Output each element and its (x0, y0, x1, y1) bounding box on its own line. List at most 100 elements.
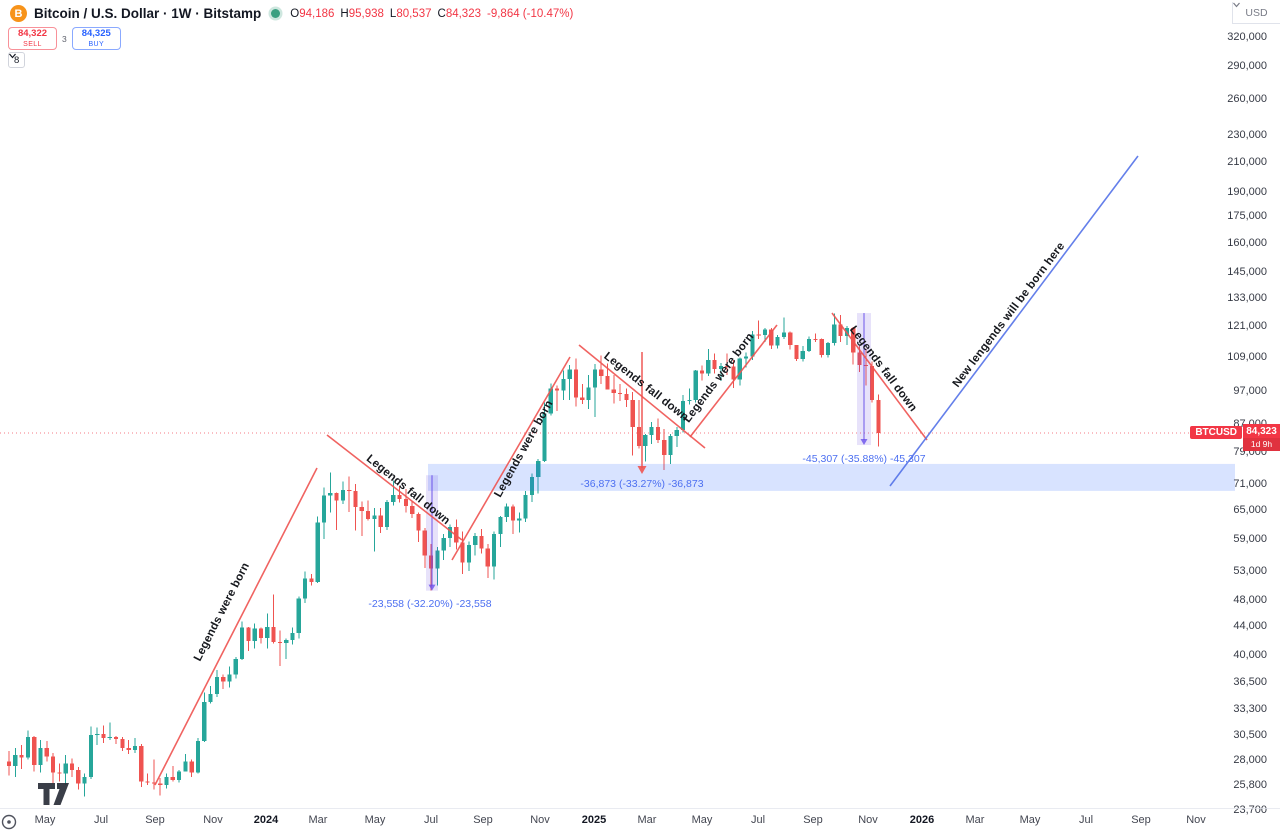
candle[interactable] (561, 379, 566, 391)
candle[interactable] (214, 676, 219, 695)
candle[interactable] (57, 772, 62, 774)
candle[interactable] (573, 369, 579, 398)
market-status-dot-icon[interactable] (271, 9, 281, 18)
candle[interactable] (498, 516, 503, 535)
candle[interactable] (504, 506, 509, 517)
candle[interactable] (328, 493, 333, 496)
candle[interactable] (794, 345, 799, 359)
candle[interactable] (139, 745, 144, 782)
candle[interactable] (296, 598, 301, 634)
candle[interactable] (378, 515, 383, 527)
candle[interactable] (706, 360, 711, 374)
tradingview-logo[interactable] (38, 783, 70, 805)
candle[interactable] (668, 435, 673, 456)
candle[interactable] (240, 627, 245, 660)
candle[interactable] (681, 400, 686, 430)
candle[interactable] (870, 366, 875, 401)
candle[interactable] (321, 495, 327, 523)
candle[interactable] (126, 748, 131, 751)
currency-selector[interactable]: USD (1232, 2, 1280, 24)
candle[interactable] (403, 499, 408, 506)
candle[interactable] (485, 548, 490, 567)
candle[interactable] (397, 494, 402, 500)
candle[interactable] (384, 501, 390, 527)
candle[interactable] (309, 578, 314, 582)
candlestick-series[interactable] (6, 313, 881, 797)
candle[interactable] (536, 461, 541, 478)
candle[interactable] (548, 388, 553, 414)
candle[interactable] (372, 515, 377, 520)
candle[interactable] (580, 397, 585, 400)
candle[interactable] (334, 493, 339, 501)
candle[interactable] (271, 626, 276, 643)
candle[interactable] (435, 550, 440, 569)
candle[interactable] (227, 674, 232, 682)
candle[interactable] (13, 755, 18, 766)
candle[interactable] (107, 737, 112, 739)
candle[interactable] (233, 659, 238, 675)
candle[interactable] (120, 739, 125, 749)
candle[interactable] (76, 770, 81, 784)
candle[interactable] (775, 337, 780, 346)
candle[interactable] (555, 388, 560, 391)
candle[interactable] (693, 370, 698, 400)
candle[interactable] (441, 538, 446, 551)
candle[interactable] (611, 389, 616, 393)
trendline[interactable] (689, 324, 778, 438)
candle[interactable] (825, 342, 831, 356)
symbol-title[interactable]: Bitcoin / U.S. Dollar · 1W · Bitstamp (34, 6, 262, 21)
candle[interactable] (429, 555, 434, 569)
candle[interactable] (95, 734, 100, 736)
candle[interactable] (252, 628, 257, 641)
projection-trendline[interactable] (889, 155, 1139, 487)
candle[interactable] (712, 360, 717, 370)
candle[interactable] (114, 737, 119, 740)
candle[interactable] (744, 356, 749, 359)
candle[interactable] (158, 783, 163, 785)
sell-button[interactable]: 84,322 SELL (8, 27, 57, 50)
candle[interactable] (221, 676, 226, 682)
candle[interactable] (466, 545, 471, 563)
candle[interactable] (876, 400, 881, 434)
candle[interactable] (6, 761, 12, 766)
candle[interactable] (750, 334, 755, 357)
candle[interactable] (277, 642, 282, 644)
candle[interactable] (340, 490, 345, 501)
candle[interactable] (359, 507, 364, 511)
candle[interactable] (800, 350, 805, 359)
candle[interactable] (170, 776, 175, 781)
candle[interactable] (725, 366, 730, 368)
candle[interactable] (649, 426, 654, 435)
candle[interactable] (82, 776, 87, 784)
candle[interactable] (756, 334, 761, 336)
candle[interactable] (718, 366, 723, 370)
candle[interactable] (567, 369, 572, 380)
candle[interactable] (410, 505, 415, 515)
buy-button[interactable]: 84,325 BUY (71, 27, 121, 50)
candle[interactable] (523, 495, 528, 519)
candle[interactable] (38, 748, 43, 765)
candle[interactable] (813, 338, 818, 340)
candle[interactable] (246, 627, 251, 641)
candle[interactable] (662, 439, 667, 456)
support-zone-rectangle[interactable] (428, 463, 1235, 491)
candle[interactable] (542, 413, 547, 462)
symbol-price-tag[interactable]: BTCUSD (1190, 426, 1242, 440)
candle[interactable] (88, 735, 93, 777)
candle[interactable] (51, 756, 56, 773)
last-price-label[interactable]: 84,323 1d 9h (1243, 424, 1280, 452)
trendline[interactable] (154, 467, 318, 786)
candle[interactable] (258, 628, 264, 638)
candle[interactable] (353, 490, 358, 508)
candle[interactable] (195, 740, 201, 773)
candle[interactable] (636, 427, 642, 447)
candle[interactable] (586, 387, 591, 400)
candle[interactable] (592, 369, 597, 388)
candle[interactable] (529, 477, 534, 496)
candle[interactable] (517, 518, 522, 521)
candle[interactable] (630, 399, 635, 428)
candle[interactable] (863, 365, 868, 367)
candle[interactable] (189, 761, 194, 773)
candle[interactable] (177, 771, 182, 781)
